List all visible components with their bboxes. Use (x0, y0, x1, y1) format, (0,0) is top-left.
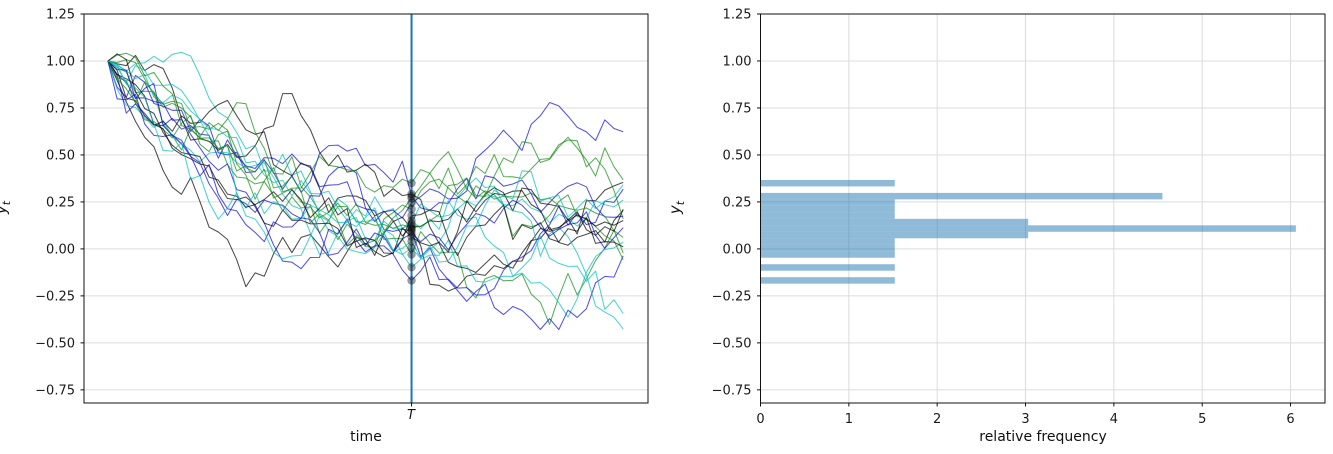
y-tick-label: 0.50 (723, 148, 752, 163)
right-plot-frame (760, 13, 1326, 404)
value-at-T-marker (407, 237, 416, 246)
trajectory-line (107, 60, 624, 325)
y-tick-label: 0.75 (46, 101, 75, 116)
trajectory-line (107, 60, 624, 292)
histogram-bar (760, 244, 895, 252)
value-at-T-marker (407, 211, 416, 220)
y-tick-label: 1.00 (46, 54, 75, 69)
histogram-bar (760, 179, 895, 187)
trajectory-line (107, 60, 624, 330)
trajectory-line (107, 60, 624, 223)
value-at-T-marker (407, 226, 416, 235)
value-at-T-marker (407, 276, 416, 285)
value-at-T-marker (407, 198, 416, 208)
histogram-bar (760, 231, 1029, 239)
y-tick-label: 0.25 (46, 195, 75, 210)
y-tick-label: −0.75 (712, 383, 752, 398)
y-tick-label: −0.50 (35, 336, 75, 351)
right-y-axis-label: yt (666, 200, 688, 215)
histogram-bar (760, 225, 1296, 232)
x-tick-label: 3 (1021, 412, 1029, 427)
y-tick-label: 1.25 (723, 8, 752, 23)
histogram-bar (760, 205, 895, 213)
x-tick-label: 2 (933, 412, 941, 427)
left-plot-frame (83, 13, 649, 404)
value-at-T-marker (407, 193, 416, 203)
histogram-bar (760, 277, 895, 284)
trajectory-line (107, 60, 624, 331)
trajectory-line (107, 60, 624, 255)
y-tick-label: 1.00 (723, 54, 752, 69)
value-at-T-marker (407, 216, 416, 225)
value-at-T-marker (407, 191, 416, 201)
y-tick-label: −0.75 (35, 383, 75, 398)
y-tick-label: 0.25 (723, 195, 752, 210)
left-x-axis-label: time (350, 429, 382, 445)
y-tick-label: −0.50 (712, 336, 752, 351)
value-at-T-marker (407, 229, 416, 238)
trajectory-line (107, 60, 624, 256)
value-at-T-marker (407, 219, 416, 228)
value-at-T-marker (407, 178, 416, 188)
y-tick-label: 0.50 (46, 148, 75, 163)
y-tick-label: −0.25 (712, 289, 752, 304)
value-at-T-marker (407, 263, 416, 272)
x-tick-label: 1 (845, 412, 853, 427)
histogram-bar (760, 199, 895, 206)
y-tick-label: −0.25 (35, 289, 75, 304)
value-at-T-marker (407, 204, 416, 214)
histogram-bar (760, 212, 895, 219)
histogram-bar (760, 218, 1029, 226)
histogram-bar (760, 251, 895, 258)
value-at-T-marker (407, 223, 416, 232)
left-y-axis-label: yt (0, 200, 14, 214)
trajectory-line (107, 60, 624, 296)
trajectory-line (107, 60, 624, 318)
histogram-bar (760, 238, 895, 245)
y-tick-label: 1.25 (46, 8, 75, 23)
trajectory-line (107, 53, 624, 258)
histogram-bar (760, 264, 895, 271)
x-tick-label: 0 (756, 412, 764, 427)
value-at-T-marker (407, 243, 416, 253)
x-tick-label: 5 (1198, 412, 1206, 427)
histogram-bar (760, 192, 1163, 200)
trajectory-line (107, 60, 624, 218)
y-tick-label: 0.00 (723, 242, 752, 257)
value-at-T-marker (407, 221, 416, 231)
y-tick-label: 0.00 (46, 242, 75, 257)
value-at-T-marker (407, 189, 416, 199)
value-at-T-marker (407, 250, 416, 259)
value-at-T-marker (407, 232, 416, 241)
value-at-T-marker (407, 224, 416, 234)
trajectory-line (107, 51, 624, 259)
right-x-axis-label: relative frequency (979, 429, 1107, 445)
x-tick-label: 6 (1286, 412, 1294, 427)
trajectory-line (107, 60, 624, 263)
y-tick-label: 0.75 (723, 101, 752, 116)
t-tick-label: T (407, 408, 415, 423)
trajectory-line (107, 60, 624, 314)
trajectory-line (107, 60, 624, 219)
trajectory-line (107, 60, 624, 237)
x-tick-label: 4 (1110, 412, 1118, 427)
